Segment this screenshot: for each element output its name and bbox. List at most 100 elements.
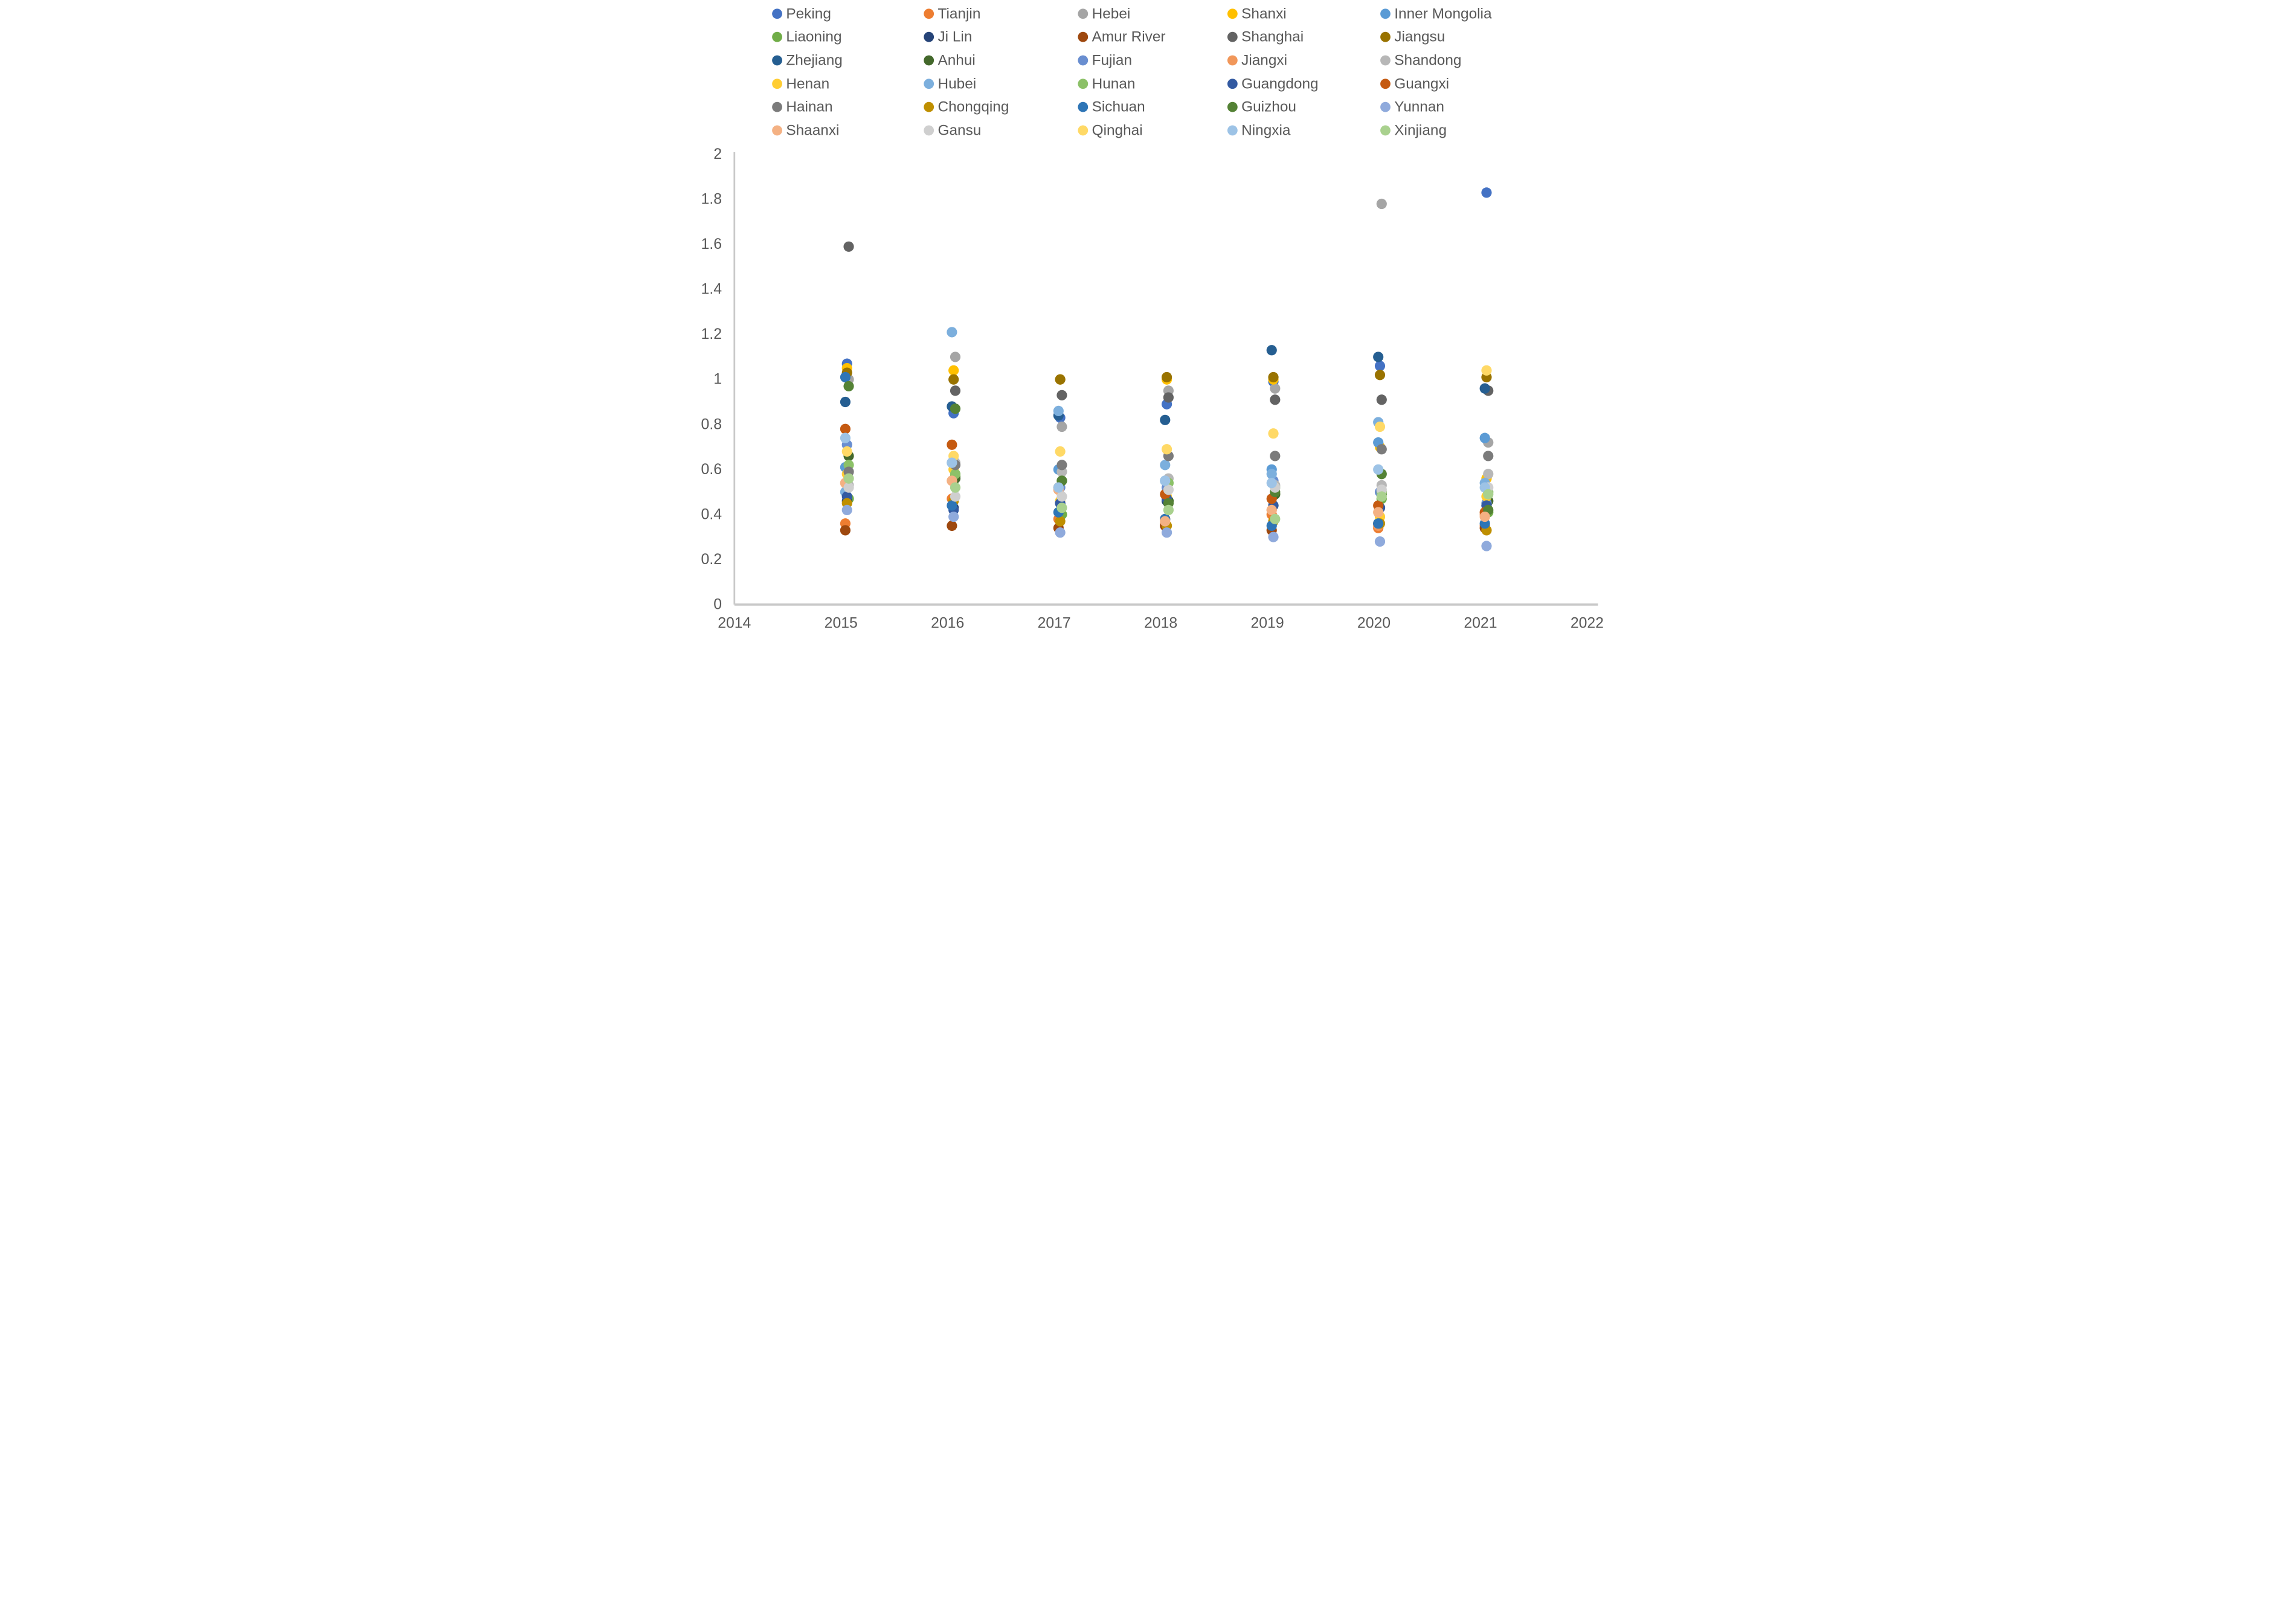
data-point — [1376, 491, 1387, 502]
data-point — [1481, 365, 1492, 376]
x-axis-tick-label: 2014 — [718, 615, 751, 632]
data-point — [841, 504, 852, 515]
data-point — [1159, 460, 1170, 471]
y-axis-tick-label: 1 — [713, 371, 722, 388]
data-point — [1482, 451, 1493, 461]
data-point — [946, 500, 957, 511]
data-point — [1374, 370, 1385, 381]
legend-label: Shaanxi — [786, 122, 839, 138]
legend-label: Guangdong — [1241, 76, 1318, 92]
data-point — [1266, 469, 1277, 480]
legend-swatch-icon — [771, 101, 782, 112]
data-point — [1163, 484, 1174, 495]
data-point — [948, 365, 959, 376]
legend-item: Ningxia — [1227, 122, 1290, 138]
data-point — [1055, 374, 1066, 385]
data-point — [950, 385, 960, 396]
legend-label: Tianjin — [937, 5, 980, 22]
data-point — [843, 473, 854, 484]
legend-swatch-icon — [1227, 125, 1238, 136]
data-point — [1159, 516, 1170, 527]
legend-label: Sichuan — [1092, 99, 1145, 115]
legend-label: Inner Mongolia — [1394, 5, 1492, 22]
data-point — [946, 457, 957, 468]
legend-swatch-icon — [923, 101, 934, 112]
data-point — [1159, 475, 1170, 486]
data-point — [950, 352, 960, 362]
legend-item: Shaanxi — [771, 122, 839, 138]
data-point — [1481, 187, 1492, 198]
chart-container: Peking Tianjin Hebei Shanxi Inner Mongolia Li… — [689, 0, 1607, 640]
data-points — [840, 187, 1493, 551]
data-point — [1372, 464, 1383, 475]
legend-swatch-icon — [1227, 101, 1238, 112]
data-point — [1482, 489, 1493, 500]
legend-item: Hunan — [1077, 76, 1135, 92]
legend-item: Anhui — [923, 52, 975, 68]
data-point — [1056, 390, 1067, 400]
x-axis-tick-label: 2016 — [931, 615, 964, 632]
legend-item: Hebei — [1077, 5, 1130, 22]
legend-item: Amur River — [1077, 29, 1165, 45]
legend-item: Guangxi — [1380, 76, 1449, 92]
legend-item: Sichuan — [1077, 99, 1145, 115]
data-point — [1056, 491, 1067, 502]
y-axis-tick-label: 1.4 — [701, 281, 722, 298]
data-point — [843, 241, 854, 252]
y-axis-tick-label: 0.8 — [701, 416, 721, 432]
legend-label: Qinghai — [1092, 122, 1142, 138]
data-point — [1372, 518, 1383, 529]
legend-item: Peking — [771, 5, 831, 22]
data-point — [1159, 414, 1170, 425]
legend-swatch-icon — [1380, 79, 1391, 89]
data-point — [1269, 394, 1280, 405]
data-point — [950, 482, 960, 493]
legend-swatch-icon — [1077, 8, 1088, 19]
x-axis-tick-label: 2017 — [1037, 615, 1070, 632]
data-point — [1055, 516, 1066, 527]
legend-swatch-icon — [1077, 101, 1088, 112]
legend-swatch-icon — [923, 79, 934, 89]
legend-label: Xinjiang — [1394, 122, 1447, 138]
data-point — [946, 327, 957, 338]
legend-label: Hubei — [937, 76, 976, 92]
data-point — [1267, 532, 1279, 542]
legend-item: Liaoning — [771, 29, 841, 45]
data-point — [950, 403, 960, 414]
data-point — [843, 482, 854, 493]
legend-item: Gansu — [923, 122, 981, 138]
data-point — [1269, 513, 1280, 524]
data-point — [1374, 536, 1385, 547]
legend-label: Guangxi — [1394, 76, 1449, 92]
legend-swatch-icon — [1380, 101, 1391, 112]
data-point — [840, 396, 851, 408]
legend-label: Chongqing — [937, 99, 1009, 115]
data-point — [1161, 371, 1172, 383]
data-point — [1267, 371, 1279, 383]
legend-label: Ji Lin — [937, 29, 972, 45]
data-point — [1269, 451, 1280, 461]
legend-label: Ningxia — [1241, 122, 1291, 138]
legend: Peking Tianjin Hebei Shanxi Inner Mongolia Li… — [771, 5, 1492, 138]
data-point — [1161, 527, 1172, 538]
legend-item: Tianjin — [923, 5, 980, 22]
legend-label: Gansu — [937, 122, 981, 138]
legend-item: Xinjiang — [1380, 122, 1447, 138]
legend-label: Shanxi — [1241, 5, 1287, 22]
data-point — [840, 423, 851, 434]
legend-swatch-icon — [771, 55, 782, 66]
legend-label: Jiangsu — [1394, 29, 1445, 45]
legend-label: Hebei — [1092, 5, 1130, 22]
legend-label: Henan — [786, 76, 829, 92]
legend-swatch-icon — [771, 8, 782, 19]
y-axis-tick-label: 1.8 — [701, 191, 721, 208]
legend-label: Zhejiang — [786, 52, 843, 68]
data-point — [840, 432, 851, 443]
legend-swatch-icon — [1380, 55, 1391, 66]
y-axis-tick-label: 2 — [713, 146, 722, 162]
legend-swatch-icon — [1077, 125, 1088, 136]
legend-label: Jiangxi — [1241, 52, 1287, 68]
legend-label: Fujian — [1092, 52, 1131, 68]
legend-swatch-icon — [1227, 31, 1238, 42]
data-point — [1056, 421, 1067, 432]
